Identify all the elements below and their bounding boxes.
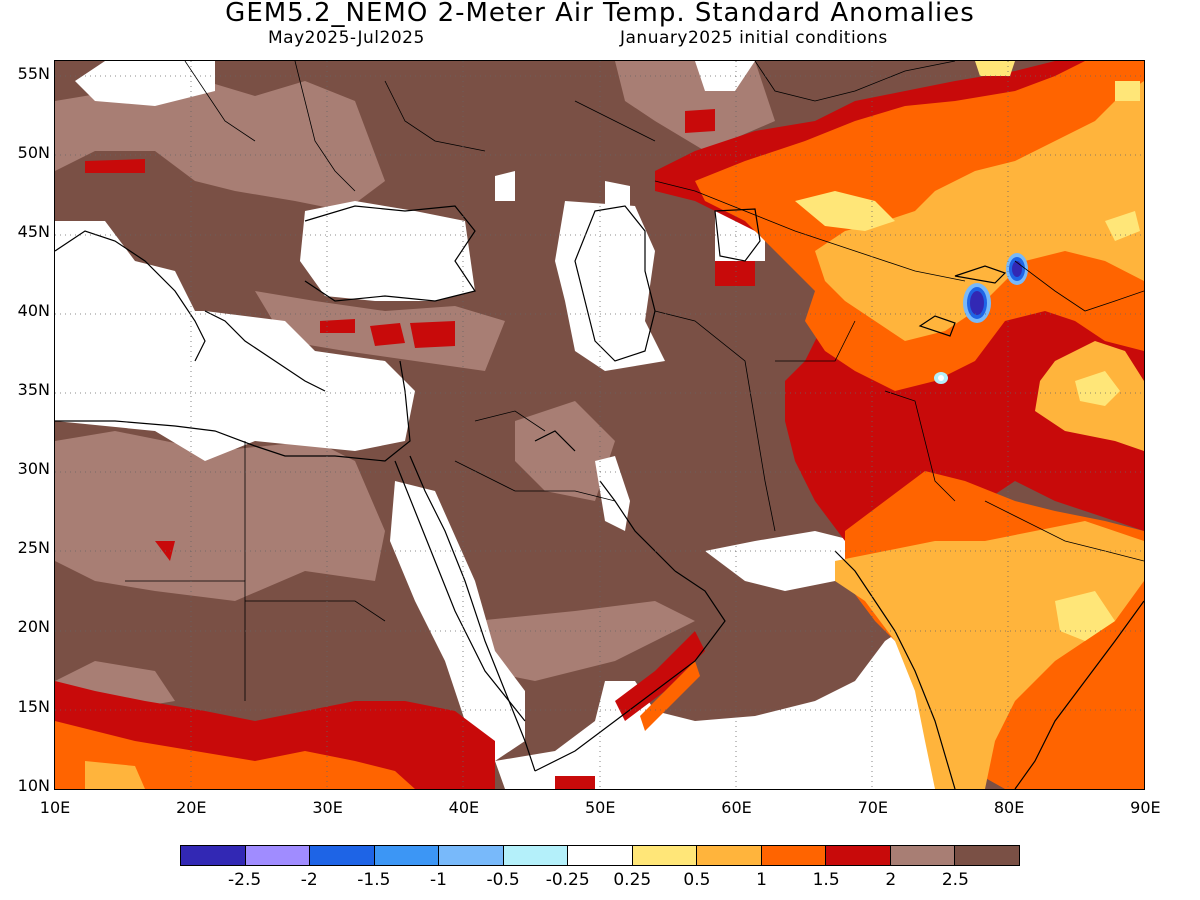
coastlines	[55, 205, 1144, 789]
lon-label: 10E	[39, 798, 71, 817]
color-scale-label: 1	[756, 870, 767, 890]
color-scale-label: -0.25	[545, 870, 590, 890]
color-scale-segment	[374, 846, 440, 865]
lat-label: 10N	[17, 776, 50, 795]
color-scale-label: 0.5	[683, 870, 711, 890]
lat-label: 15N	[17, 697, 50, 716]
color-scale-label: 2.5	[941, 870, 969, 890]
lon-label: 50E	[584, 798, 616, 817]
color-scale-label: -0.5	[486, 870, 520, 890]
country-borders	[125, 61, 1144, 701]
color-scale-segment	[632, 846, 698, 865]
negative-anomaly-spots	[934, 253, 1028, 384]
lon-label: 70E	[857, 798, 889, 817]
lat-label: 45N	[17, 222, 50, 241]
color-scale-label: -2.5	[228, 870, 262, 890]
color-scale-label: -1	[429, 870, 447, 890]
color-scale-segment	[439, 846, 504, 865]
lon-label: 90E	[1130, 798, 1161, 817]
color-scale-label: 0.25	[613, 870, 652, 890]
forecast-period: May2025-Jul2025	[268, 28, 425, 48]
initial-conditions: January2025 initial conditions	[620, 28, 888, 48]
lat-label: 55N	[17, 64, 50, 83]
color-scale-segment	[890, 846, 956, 865]
color-scale-label: -1.5	[357, 870, 391, 890]
lon-label: 30E	[312, 798, 343, 817]
lon-label: 40E	[448, 798, 480, 817]
color-scale-segment	[826, 846, 891, 865]
color-scale-segment	[181, 846, 246, 865]
color-scale-segment	[761, 846, 827, 865]
lat-label: 35N	[17, 380, 50, 399]
lat-label: 50N	[17, 143, 50, 162]
color-scale-bar	[180, 845, 1020, 866]
color-scale-label: 2	[885, 870, 897, 890]
map-canvas	[55, 61, 1144, 789]
color-scale-segment	[245, 846, 311, 865]
color-scale-label: -2	[300, 870, 318, 890]
color-scale-labels: -2.5 -2 -1.5 -1 -0.5 -0.25 0.25 0.5 1 1.5 2 2.5	[0, 870, 1200, 892]
lon-label: 80E	[993, 798, 1025, 817]
color-scale-label: 1.5	[812, 870, 840, 890]
color-scale-segment	[503, 846, 569, 865]
anomaly-map	[54, 60, 1145, 790]
lat-label: 30N	[17, 459, 50, 478]
lon-label: 20E	[176, 798, 207, 817]
color-scale-segment	[697, 846, 762, 865]
yellow-areas	[795, 61, 1140, 641]
color-scale-segment	[568, 846, 633, 865]
lat-label: 25N	[17, 538, 50, 557]
lon-label: 60E	[721, 798, 752, 817]
color-scale-segment	[310, 846, 375, 865]
map-title: GEM5.2_NEMO 2-Meter Air Temp. Standard A…	[225, 0, 975, 28]
color-scale-segment	[955, 846, 1019, 865]
lat-label: 20N	[17, 617, 50, 636]
lat-label: 40N	[17, 301, 50, 320]
